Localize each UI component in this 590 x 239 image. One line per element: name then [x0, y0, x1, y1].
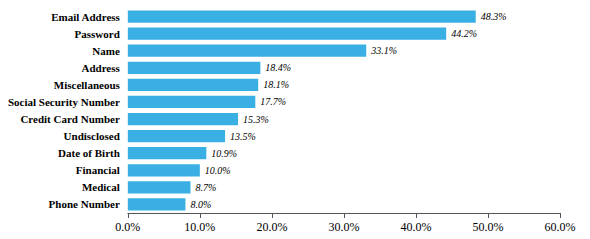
- svg-text:Password: Password: [75, 28, 120, 40]
- svg-text:44.2%: 44.2%: [451, 28, 477, 39]
- svg-text:8.0%: 8.0%: [190, 199, 211, 210]
- svg-text:15.3%: 15.3%: [243, 114, 269, 125]
- svg-text:8.7%: 8.7%: [195, 182, 216, 193]
- svg-text:17.7%: 17.7%: [260, 96, 286, 107]
- svg-text:0.0%: 0.0%: [115, 220, 140, 234]
- svg-text:Miscellaneous: Miscellaneous: [54, 79, 121, 91]
- svg-text:33.1%: 33.1%: [370, 45, 397, 56]
- svg-text:18.4%: 18.4%: [265, 62, 291, 73]
- svg-text:40.0%: 40.0%: [400, 220, 431, 234]
- svg-text:48.3%: 48.3%: [481, 11, 507, 22]
- svg-text:10.0%: 10.0%: [205, 165, 231, 176]
- svg-text:10.0%: 10.0%: [184, 220, 215, 234]
- svg-text:Medical: Medical: [82, 181, 120, 193]
- svg-text:13.5%: 13.5%: [230, 131, 256, 142]
- svg-text:Address: Address: [82, 62, 121, 74]
- svg-text:60.0%: 60.0%: [545, 220, 576, 234]
- svg-text:Name: Name: [92, 45, 120, 57]
- svg-text:Phone Number: Phone Number: [49, 198, 120, 210]
- svg-text:10.9%: 10.9%: [211, 148, 237, 159]
- svg-text:50.0%: 50.0%: [472, 220, 503, 234]
- svg-text:Undisclosed: Undisclosed: [64, 130, 120, 142]
- svg-text:Credit Card Number: Credit Card Number: [20, 113, 120, 125]
- svg-text:Date of Birth: Date of Birth: [58, 147, 120, 159]
- svg-text:20.0%: 20.0%: [256, 220, 287, 234]
- svg-text:Financial: Financial: [76, 164, 120, 176]
- svg-text:Email Address: Email Address: [51, 11, 120, 23]
- svg-text:18.1%: 18.1%: [263, 79, 289, 90]
- svg-text:Social Security Number: Social Security Number: [8, 96, 120, 108]
- svg-text:30.0%: 30.0%: [328, 220, 359, 234]
